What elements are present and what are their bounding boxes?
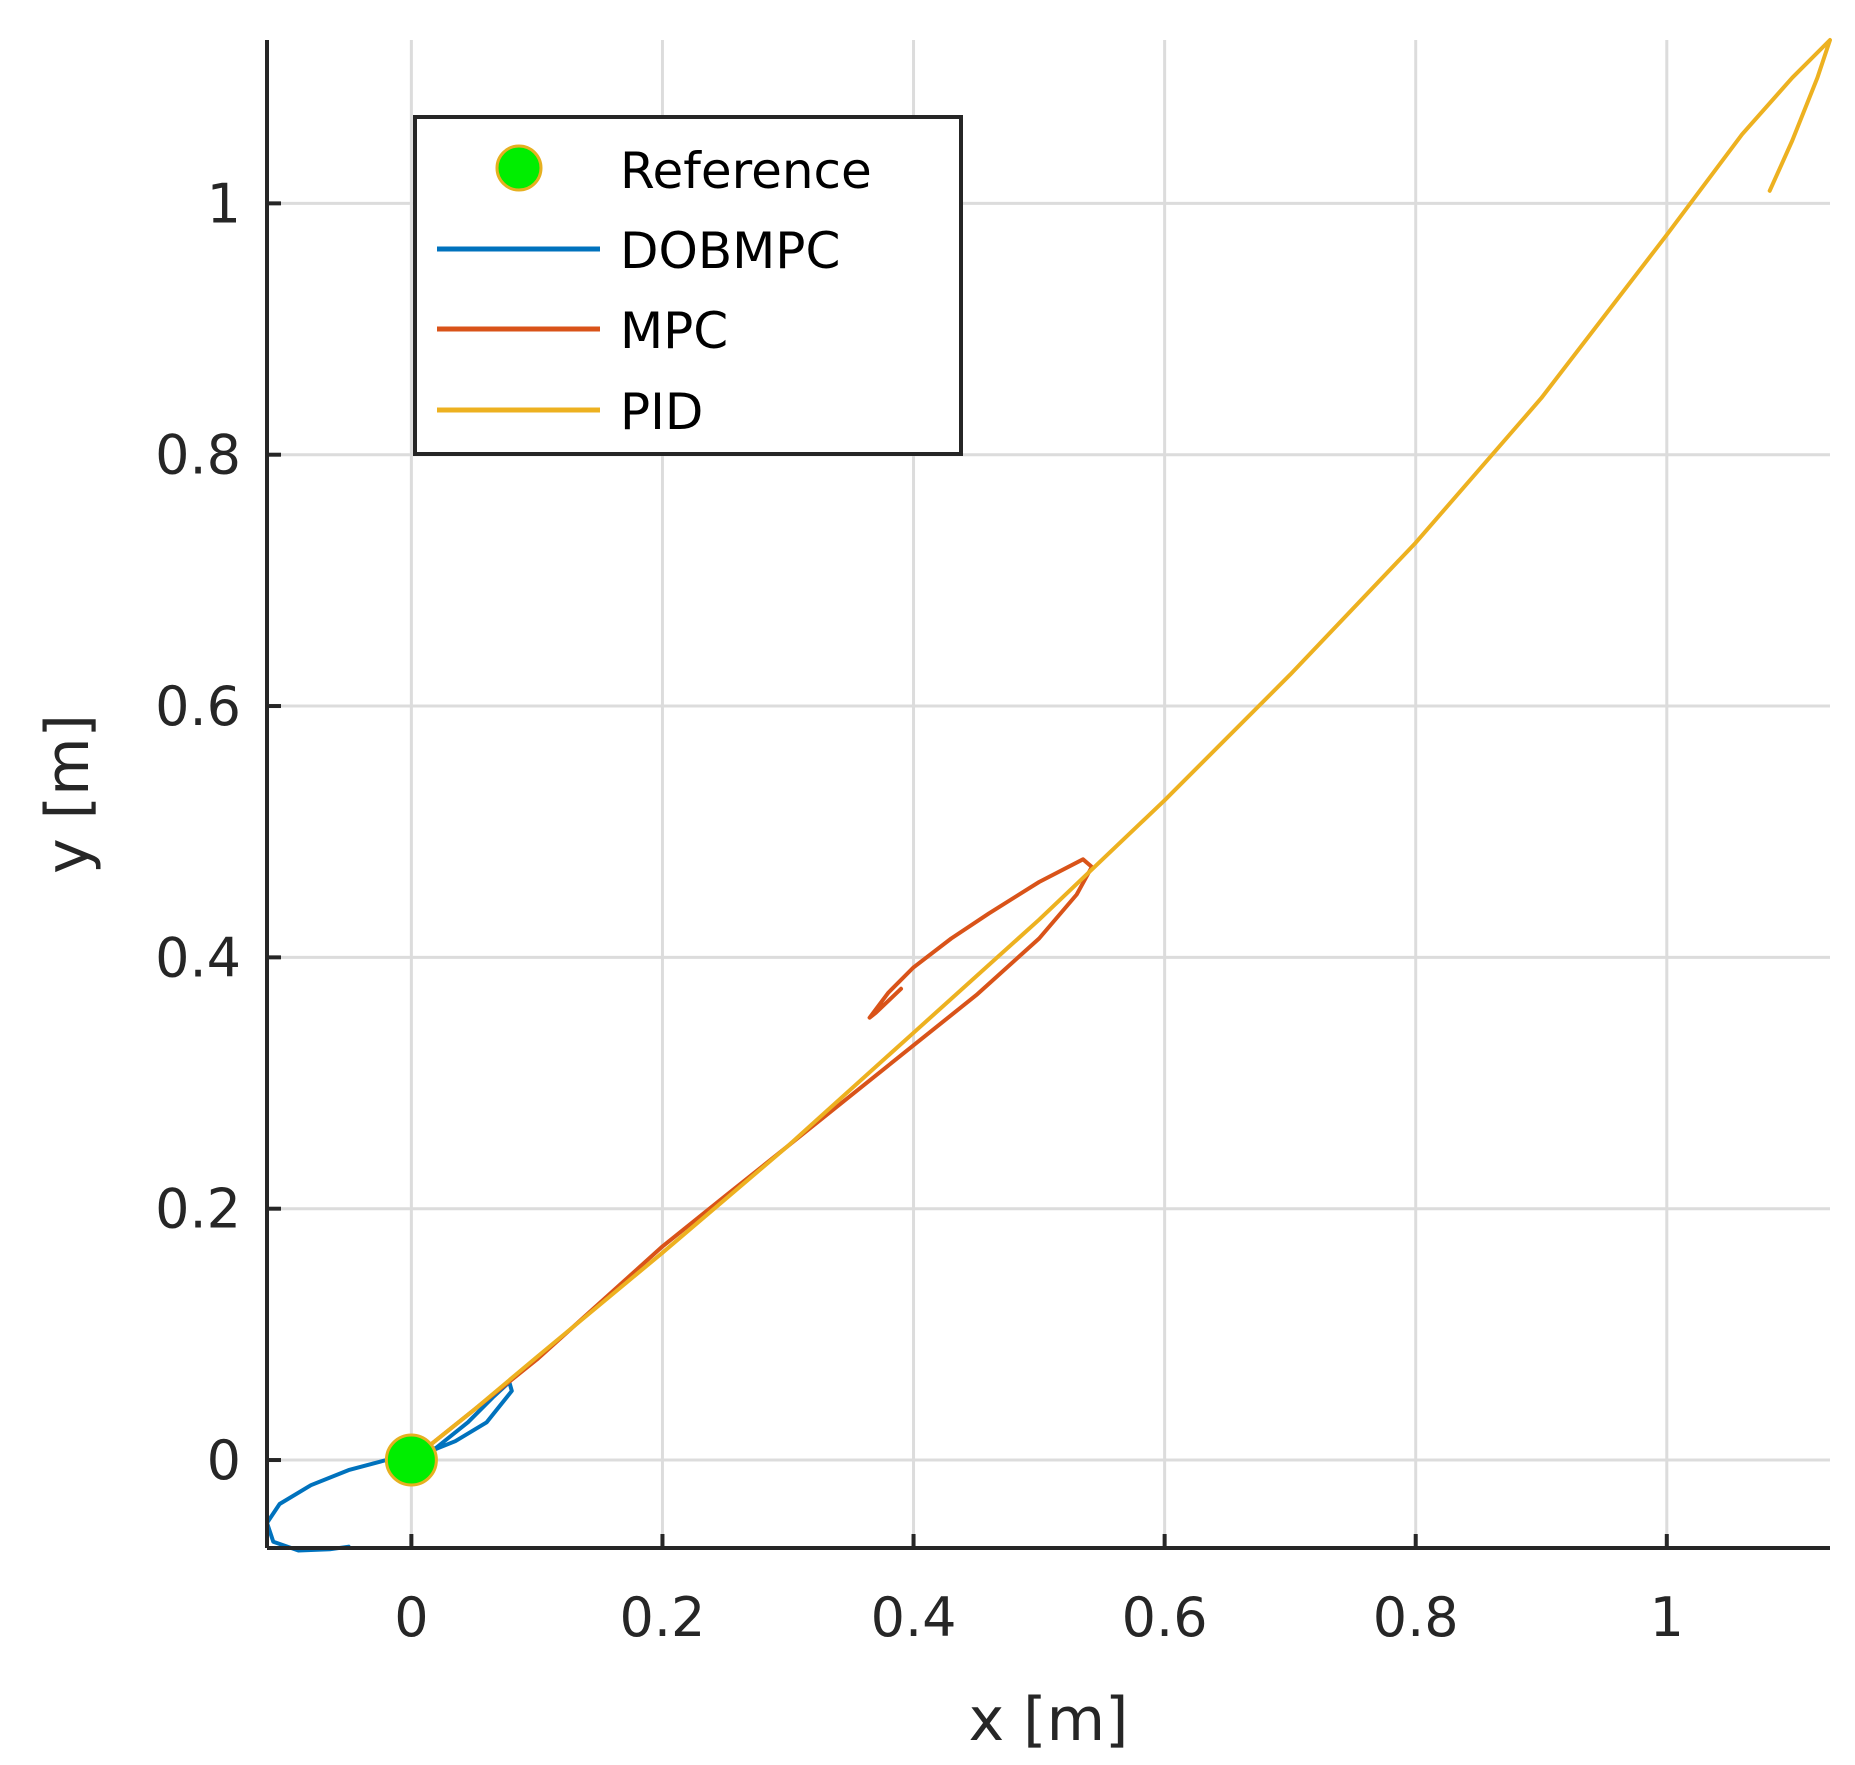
x-tick-label-0: 0 [394, 1586, 428, 1649]
series-line-mpc [409, 857, 1094, 1462]
x-tick-label-5: 1 [1650, 1586, 1684, 1649]
legend-reference-marker [495, 144, 543, 192]
legend-mpc-label: MPC [620, 302, 728, 360]
y-tick-label-4: 0.8 [155, 424, 241, 487]
y-tick-label-0: 0 [207, 1429, 241, 1492]
y-axis-label: y [m] [33, 714, 103, 874]
x-tick-label-3: 0.6 [1122, 1586, 1208, 1649]
legend-reference-label: Reference [620, 142, 872, 200]
x-tick-label-1: 0.2 [620, 1586, 706, 1649]
series-line-pid [409, 38, 1832, 1462]
y-tick-label-1: 0.2 [155, 1178, 241, 1241]
y-tick-label-5: 1 [207, 172, 241, 235]
legend-dobmpc-label: DOBMPC [620, 222, 840, 280]
y-tick-label-3: 0.6 [155, 675, 241, 738]
y-tick-labels: 0 0.2 0.4 0.6 0.8 1 [155, 172, 241, 1492]
x-tick-label-2: 0.4 [871, 1586, 957, 1649]
x-tick-label-4: 0.8 [1373, 1586, 1459, 1649]
x-axis-label: x [m] [969, 1685, 1129, 1755]
x-tick-labels: 0 0.2 0.4 0.6 0.8 1 [394, 1586, 1684, 1649]
axes [265, 40, 1830, 1550]
legend: Reference DOBMPC MPC PID [413, 115, 963, 456]
legend-pid-label: PID [620, 383, 703, 441]
y-tick-label-2: 0.4 [155, 926, 241, 989]
reference-layer [384, 1433, 438, 1487]
reference-point [384, 1433, 438, 1487]
